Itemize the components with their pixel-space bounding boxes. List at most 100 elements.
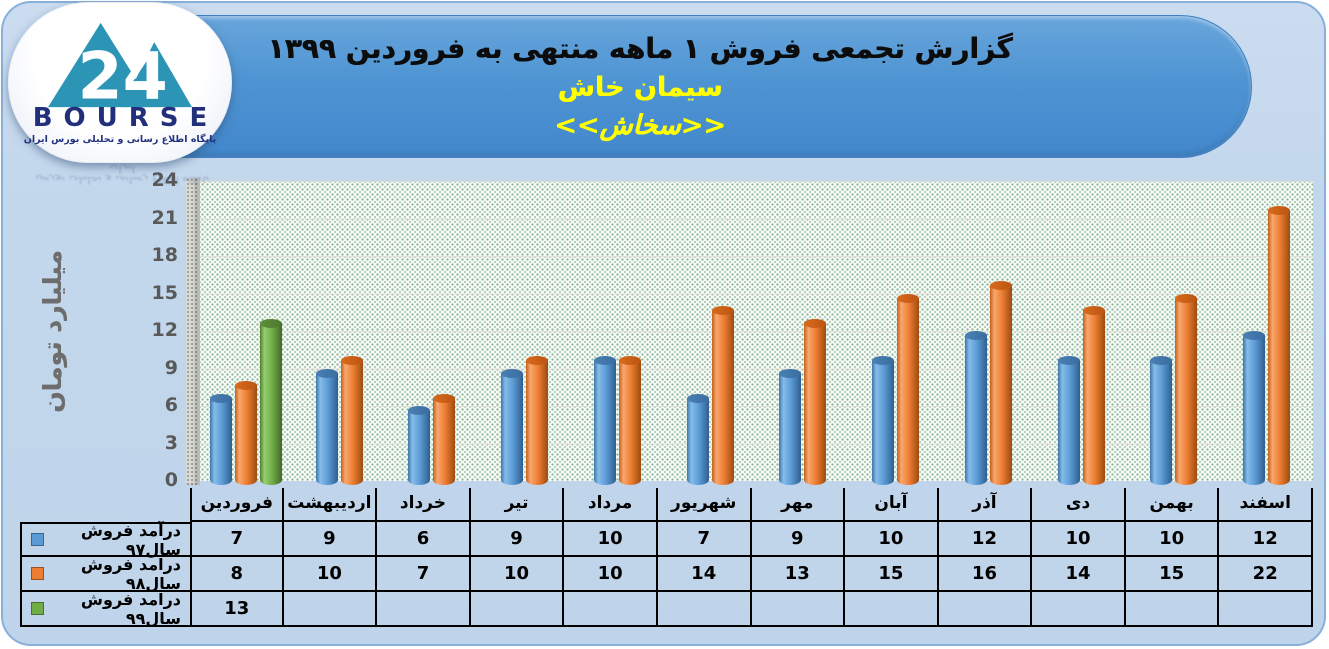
value-cell: 10 bbox=[564, 522, 658, 557]
bar bbox=[433, 393, 456, 485]
ytick-label: 3 bbox=[164, 431, 178, 454]
bar bbox=[989, 281, 1012, 485]
chart-3d-wall bbox=[186, 178, 200, 485]
value-cell: 10 bbox=[564, 557, 658, 592]
value-cell: 10 bbox=[1125, 522, 1220, 557]
bar bbox=[779, 368, 802, 485]
bar bbox=[804, 318, 827, 485]
month-cell: مرداد bbox=[564, 488, 658, 522]
legend-label: درآمد فروش سال۹۷ bbox=[80, 520, 181, 559]
legend-cell: درآمد فروش سال۹۹ bbox=[20, 589, 190, 628]
bar-group bbox=[1035, 306, 1128, 485]
bar bbox=[235, 381, 258, 485]
value-cell: 7 bbox=[657, 522, 752, 557]
company-name: سیمان خاش bbox=[557, 72, 723, 103]
bar-group bbox=[849, 293, 942, 485]
month-cell: مهر bbox=[751, 488, 846, 522]
ytick-label: 0 bbox=[164, 469, 178, 491]
month-cell: خرداد bbox=[377, 488, 471, 522]
ytick-label: 24 bbox=[151, 169, 178, 191]
bar bbox=[1082, 306, 1105, 485]
logo-reflection: پایگاه اطلاع رسانی و تحلیلی بورس ایران bbox=[35, 163, 210, 185]
y-axis-title: میلیارد تومان bbox=[37, 249, 67, 413]
value-cell: 13 bbox=[751, 557, 846, 592]
logo-brand-text: BOURSE bbox=[32, 102, 219, 133]
legend-label: درآمد فروش سال۹۹ bbox=[80, 589, 181, 628]
bar bbox=[210, 393, 233, 485]
bar-group bbox=[1128, 293, 1221, 485]
ytick-label: 9 bbox=[164, 356, 178, 379]
data-table: فروردین اردیبهشت خرداد تیر مرداد شهریور مهر آبا… bbox=[20, 488, 1313, 628]
month-cell: آذر bbox=[938, 488, 1033, 522]
ytick-label: 21 bbox=[151, 206, 178, 229]
bar bbox=[260, 318, 283, 485]
report-title: گزارش تجمعی فروش ۱ ماهه منتهی به فروردین… bbox=[267, 32, 1013, 65]
value-cell bbox=[1219, 592, 1313, 627]
value-cell: 15 bbox=[1125, 557, 1220, 592]
bar-group bbox=[200, 318, 293, 485]
bourse24-logo: 24 BOURSE پایگاه اطلاع رسانی و تحلیلی بو… bbox=[8, 2, 232, 163]
legend-label: درآمد فروش سال۹۸ bbox=[80, 554, 181, 593]
bar bbox=[711, 306, 734, 485]
legend-swatch bbox=[31, 567, 44, 580]
bar bbox=[1268, 206, 1291, 485]
value-cell: 22 bbox=[1219, 557, 1313, 592]
bar bbox=[897, 293, 920, 485]
bar bbox=[1175, 293, 1198, 485]
value-cell: 14 bbox=[1032, 557, 1126, 592]
legend-cell: درآمد فروش سال۹۸ bbox=[20, 554, 190, 593]
value-cell: 10 bbox=[470, 557, 565, 592]
month-cell: بهمن bbox=[1125, 488, 1220, 522]
bar bbox=[1150, 356, 1173, 485]
y-axis-title-wrap: میلیارد تومان bbox=[28, 181, 76, 481]
logo-tagline: پایگاه اطلاع رسانی و تحلیلی بورس ایران bbox=[23, 133, 217, 145]
value-cell: 8 bbox=[190, 557, 284, 592]
ytick-label: 18 bbox=[151, 244, 178, 266]
legend-cell: درآمد فروش سال۹۷ bbox=[20, 520, 190, 559]
report-header: گزارش تجمعی فروش ۱ ماهه منتهی به فروردین… bbox=[28, 15, 1252, 158]
value-cell: 16 bbox=[938, 557, 1033, 592]
month-cell: تیر bbox=[470, 488, 565, 522]
value-cell: 10 bbox=[283, 557, 378, 592]
month-cell: دی bbox=[1032, 488, 1126, 522]
bar bbox=[872, 356, 895, 485]
value-cell: 9 bbox=[751, 522, 846, 557]
bar bbox=[408, 406, 431, 485]
bar bbox=[964, 331, 987, 485]
value-cell: 15 bbox=[845, 557, 939, 592]
ticker-symbol: <<سخاش>> bbox=[554, 110, 726, 141]
value-cell: 14 bbox=[657, 557, 752, 592]
bar-group bbox=[386, 393, 479, 485]
value-cell bbox=[657, 592, 752, 627]
value-cell bbox=[938, 592, 1033, 627]
ticker-text: <<سخاش>> bbox=[554, 110, 726, 141]
bar bbox=[315, 368, 338, 485]
bar bbox=[1057, 356, 1080, 485]
month-cell: شهریور bbox=[657, 488, 752, 522]
legend-swatch bbox=[31, 533, 44, 546]
table-corner-spacer bbox=[20, 488, 190, 522]
bar bbox=[1243, 331, 1266, 485]
bourse24-triangle-icon: 24 bbox=[48, 22, 192, 109]
value-cell: 7 bbox=[377, 557, 471, 592]
value-cell: 10 bbox=[845, 522, 939, 557]
ytick-label: 6 bbox=[164, 394, 178, 416]
value-cell bbox=[1125, 592, 1220, 627]
ytick-label: 12 bbox=[151, 319, 178, 341]
bar-group bbox=[757, 318, 850, 485]
bar bbox=[340, 356, 363, 485]
value-cell: 12 bbox=[938, 522, 1033, 557]
month-cell: اسفند bbox=[1219, 488, 1313, 522]
bar bbox=[593, 356, 616, 485]
value-cell bbox=[845, 592, 939, 627]
bar-group bbox=[942, 281, 1035, 485]
value-cell bbox=[377, 592, 471, 627]
value-cell bbox=[1032, 592, 1126, 627]
bar-group bbox=[1220, 206, 1313, 485]
bar bbox=[526, 356, 549, 485]
bar-group bbox=[664, 306, 757, 485]
value-cell: 9 bbox=[470, 522, 565, 557]
value-cell bbox=[283, 592, 378, 627]
bar-group bbox=[293, 356, 386, 485]
